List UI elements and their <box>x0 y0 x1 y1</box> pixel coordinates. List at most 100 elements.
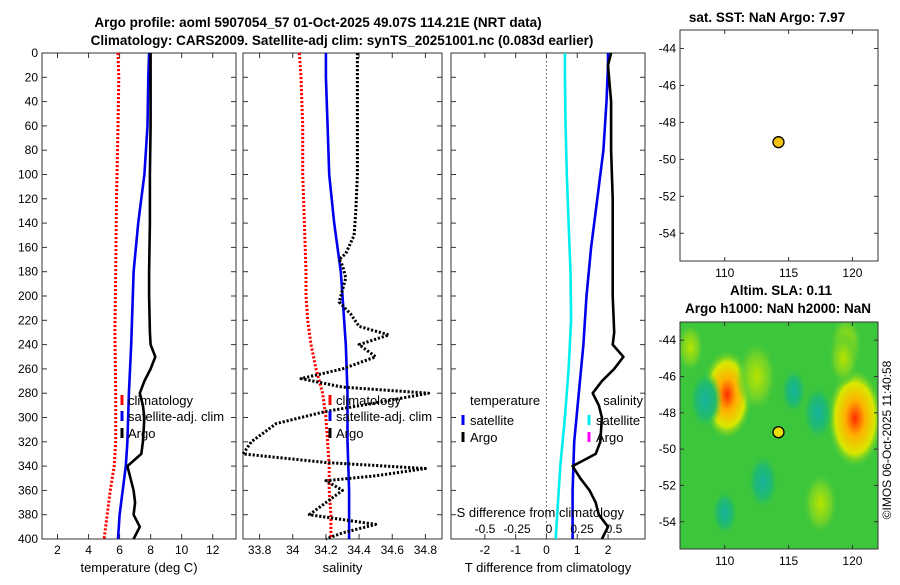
differences-xtick-label: 2 <box>605 543 612 557</box>
depth-tick-label: 20 <box>25 70 39 84</box>
sla-heatmap-blob <box>826 367 878 469</box>
differences-series-temperature-argo <box>571 52 625 540</box>
depth-tick-label: 60 <box>25 119 39 133</box>
depth-tick-label: 120 <box>18 192 38 206</box>
sla-heatmap-blob <box>688 370 723 430</box>
depth-tick-label: 140 <box>18 216 38 230</box>
salinity-xtick-label: 34.2 <box>314 543 338 557</box>
temperature-xtick-label: 8 <box>147 543 154 557</box>
salinity-series-climatology <box>297 52 333 539</box>
salinity-xtick-label: 34.8 <box>414 543 438 557</box>
sla-heatmap-blob <box>680 322 705 373</box>
depth-tick-label: 80 <box>25 143 39 157</box>
sla-map-xtick-label: 120 <box>842 554 862 568</box>
salinity-xtick-label: 34 <box>286 543 300 557</box>
salinity-xlabel: salinity <box>323 560 363 575</box>
sst-map-xtick-label: 110 <box>715 266 734 280</box>
temperature-panel: 0 20 40 60 80 100 120 140 160 180 200 220 240 260 280 3… <box>18 46 237 575</box>
differences-xtick-label: 0 <box>543 543 550 557</box>
salinity-panel: 33.8 34 34.2 34.4 34.6 34.8 salinity climatolog… <box>241 52 443 575</box>
diff-legend-label-right: satellite <box>596 413 640 428</box>
depth-tick-label: 360 <box>18 483 38 497</box>
sla-map-ytick-label: -50 <box>659 442 677 456</box>
temperature-xtick-label: 12 <box>206 543 220 557</box>
sst-map-ytick-label: -44 <box>659 41 677 55</box>
salinity-series-satellite-adj-clim <box>324 53 351 539</box>
sst-map-axes-box <box>679 29 879 262</box>
temperature-xtick-label: 6 <box>116 543 123 557</box>
sla-map-panel: 110 115 120 -44 -46 -48 -50 -52 -54 <box>659 321 879 568</box>
diff-legend-label-right: Argo <box>596 430 623 445</box>
sst-map-panel: 110 115 120 -44 -46 -48 -50 -52 -54 <box>659 29 879 280</box>
depth-tick-label: 300 <box>18 411 38 425</box>
differences-series-temperature-satellite <box>571 53 610 539</box>
sla-map-ytick-label: -44 <box>659 333 677 347</box>
difference-panel: -2 -1 0 1 2 T difference from climatology temp… <box>450 52 646 575</box>
depth-tick-label: 240 <box>18 338 38 352</box>
depth-tick-label: 40 <box>25 95 39 109</box>
sla-map-argo-position-marker <box>772 426 785 439</box>
salinity-series-argo <box>241 53 431 541</box>
imos-credit: ©IMOS 06-Oct-2025 11:40:58 <box>880 360 894 519</box>
temperature-xlabel: temperature (deg C) <box>80 560 197 575</box>
temperature-series-satellite-adj-clim <box>116 52 151 540</box>
sla-heatmap-blob <box>780 368 807 415</box>
sst-map-xtick-label: 120 <box>842 266 862 280</box>
sst-map-ytick-label: -48 <box>659 115 677 129</box>
figure-title-line1: Argo profile: aoml 5907054_57 01-Oct-202… <box>94 15 541 30</box>
depth-tick-label: 0 <box>31 46 38 60</box>
sla-heatmap-blob <box>747 454 779 510</box>
depth-tick-label: 280 <box>18 386 38 400</box>
diff-xlabel-top: S difference from climatology <box>457 505 625 520</box>
diff-legend-label-left: Argo <box>470 430 497 445</box>
depth-tick-label: 320 <box>18 435 38 449</box>
diff-xtick-label-top: -0.25 <box>503 522 531 536</box>
sla-heatmap-blob <box>736 339 778 414</box>
depth-tick-label: 220 <box>18 313 38 327</box>
depth-tick-label: 340 <box>18 459 38 473</box>
depth-tick-label: 180 <box>18 265 38 279</box>
sst-map-ytick-label: -50 <box>659 152 677 166</box>
sla-map-xtick-label: 115 <box>779 554 798 568</box>
diff-legend-title-temperature: temperature <box>470 393 540 408</box>
temperature-xtick-label: 10 <box>175 543 189 557</box>
salinity-legend-label: climatology <box>336 393 402 408</box>
temperature-xtick-label: 2 <box>54 543 61 557</box>
depth-tick-label: 400 <box>18 532 38 546</box>
diff-xtick-label-top: 0 <box>546 522 553 536</box>
sst-map-ytick-label: -46 <box>659 78 677 92</box>
sla-heatmap-blob <box>802 471 839 536</box>
map-sla-title-line1: Altim. SLA: 0.11 <box>730 283 833 298</box>
salinity-xtick-label: 34.6 <box>381 543 405 557</box>
sla-map-axes-box <box>679 321 879 550</box>
sla-heatmap-blob <box>802 385 834 441</box>
sst-map-ytick-label: -54 <box>659 226 677 240</box>
depth-tick-label: 160 <box>18 240 38 254</box>
temperature-legend-label: climatology <box>128 393 194 408</box>
sla-map-ytick-label: -52 <box>659 478 677 492</box>
sst-map-xtick-label: 115 <box>779 266 798 280</box>
temperature-legend-label: satellite-adj. clim <box>128 409 224 424</box>
diff-legend-title-salinity: salinity <box>603 393 643 408</box>
sla-heatmap-blob <box>711 489 738 536</box>
salinity-legend-label: Argo <box>336 426 363 441</box>
temperature-legend-label: Argo <box>128 426 155 441</box>
differences-series-salinity-satellite <box>554 53 573 540</box>
diff-xtick-label-top: 0.25 <box>570 522 594 536</box>
salinity-legend-label: satellite-adj. clim <box>336 409 432 424</box>
figure-title-line2: Climatology: CARS2009. Satellite-adj cli… <box>91 33 594 48</box>
depth-tick-label: 200 <box>18 289 38 303</box>
map-sla-title-line2: Argo h1000: NaN h2000: NaN <box>685 301 871 316</box>
sla-heatmap-blob <box>828 330 859 386</box>
temperature-series-argo <box>126 53 157 540</box>
diff-xtick-label-top: -0.5 <box>475 522 496 536</box>
differences-xlabel: T difference from climatology <box>465 560 632 575</box>
sst-map-ytick-label: -52 <box>659 189 677 203</box>
differences-xtick-label: -2 <box>480 543 491 557</box>
salinity-xtick-label: 34.4 <box>347 543 371 557</box>
sla-map-ytick-label: -54 <box>659 515 677 529</box>
differences-xtick-label: 1 <box>574 543 581 557</box>
differences-axes-box <box>450 52 646 540</box>
depth-tick-label: 380 <box>18 508 38 522</box>
differences-xtick-label: -1 <box>510 543 521 557</box>
